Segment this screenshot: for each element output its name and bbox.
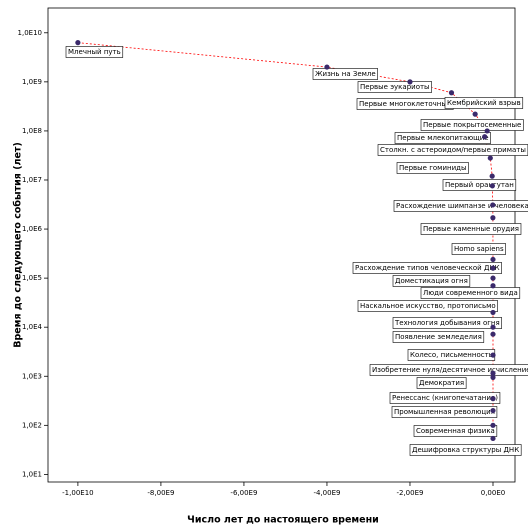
point-label: Первые покрытосеменные	[423, 121, 521, 129]
point	[407, 79, 413, 85]
point	[490, 435, 496, 442]
point	[490, 374, 496, 380]
label-box	[409, 444, 522, 456]
point	[490, 215, 496, 221]
point-label: Изобретение нуля/десятичное исчисление	[372, 366, 528, 374]
point	[490, 324, 496, 330]
label-box	[392, 331, 485, 343]
point-label: Первый орангутан	[445, 181, 514, 189]
point-label: Технология добывания огня	[394, 319, 500, 327]
point	[482, 134, 488, 140]
label-box	[451, 243, 506, 255]
point	[490, 331, 496, 337]
y-axis-title: Время до следующего события (лет)	[13, 142, 24, 348]
point	[490, 283, 496, 289]
point-label: Демократия	[419, 379, 464, 387]
label-box	[65, 46, 124, 58]
x-tick-label: 0,00E0	[481, 489, 505, 497]
point	[490, 265, 496, 271]
point	[489, 183, 495, 189]
point	[472, 111, 478, 117]
point-label: Современная физика	[416, 427, 495, 435]
point	[324, 64, 330, 70]
point-label: Люди современного вида	[423, 289, 518, 297]
point-label: Жизнь на Земле	[315, 70, 376, 78]
point	[489, 173, 495, 179]
label-box	[393, 200, 528, 212]
y-tick-label: 1,0E2	[22, 421, 42, 429]
point	[484, 128, 490, 134]
point-label: Первые эукариоты	[360, 83, 430, 91]
y-tick-label: 1,0E6	[22, 225, 43, 233]
y-tick-label: 1,0E8	[22, 127, 42, 135]
point-label: Первые каменные орудия	[423, 225, 519, 233]
point	[490, 352, 496, 358]
y-tick-label: 1,0E5	[22, 274, 42, 282]
x-tick-label: -1,00E10	[62, 489, 93, 497]
label-box	[420, 287, 521, 299]
label-box	[442, 179, 517, 191]
point	[490, 370, 496, 376]
y-tick-label: 1,0E9	[22, 78, 42, 86]
label-box	[416, 377, 467, 389]
point	[490, 396, 496, 402]
point-label: Расхождение шимпанзе и человека	[396, 202, 528, 210]
point	[490, 309, 496, 316]
point	[490, 256, 496, 263]
point-label: Первые млекопитающие	[397, 134, 489, 142]
point-label: Появление земледелия	[395, 333, 482, 341]
label-box	[392, 317, 503, 329]
label-box	[413, 425, 498, 437]
point-label: Расхождение типов человеческой ДНК	[355, 264, 500, 272]
point-label: Промышленная революция	[394, 408, 495, 416]
label-box	[391, 406, 498, 418]
x-tick-label: -6,00E9	[230, 489, 257, 497]
plot-frame	[47, 7, 516, 483]
label-box	[369, 364, 528, 376]
x-tick-label: -4,00E9	[313, 489, 340, 497]
point-label: Кембрийский взрыв	[447, 99, 521, 107]
point	[490, 422, 496, 428]
y-tick-label: 1,0E4	[22, 323, 43, 331]
label-box	[396, 162, 469, 174]
point	[490, 407, 496, 414]
label-box	[357, 300, 498, 312]
label-box	[394, 132, 491, 144]
point-label: Столкн. с астероидом/первые приматы	[380, 146, 526, 154]
label-box	[392, 275, 471, 287]
point	[75, 40, 81, 46]
x-axis-title: Число лет до настоящего времени	[187, 515, 379, 526]
point-label: Дешифровка структуры ДНК	[412, 446, 519, 454]
y-tick-label: 1,0E10	[18, 29, 42, 37]
point	[490, 202, 496, 208]
point-label: Первые гоминиды	[399, 164, 466, 172]
y-tick-label: 1,0E1	[22, 470, 42, 478]
y-tick-label: 1,0E3	[22, 372, 42, 380]
label-box	[389, 392, 501, 404]
point-label: Ренессанс (книгопечатание)	[392, 394, 498, 402]
point-label: Колесо, письменность	[410, 351, 493, 359]
label-box	[420, 223, 522, 235]
point-label: Первые многоклеточные	[359, 100, 451, 108]
point-label: Млечный путь	[68, 48, 121, 56]
point	[490, 275, 496, 281]
label-box	[444, 97, 524, 109]
point-label: Homo sapiens	[454, 245, 504, 253]
label-box	[420, 119, 524, 131]
point	[487, 155, 493, 161]
x-tick-label: -8,00E9	[147, 489, 174, 497]
label-box	[312, 68, 378, 80]
label-box	[357, 81, 432, 93]
point-label: Доместикация огня	[395, 277, 468, 285]
x-tick-label: -2,00E9	[396, 489, 423, 497]
y-tick-label: 1,0E7	[22, 176, 42, 184]
point	[448, 90, 455, 96]
label-box	[352, 262, 502, 274]
point-label: Наскальное искусство, протописьмо	[360, 302, 496, 310]
